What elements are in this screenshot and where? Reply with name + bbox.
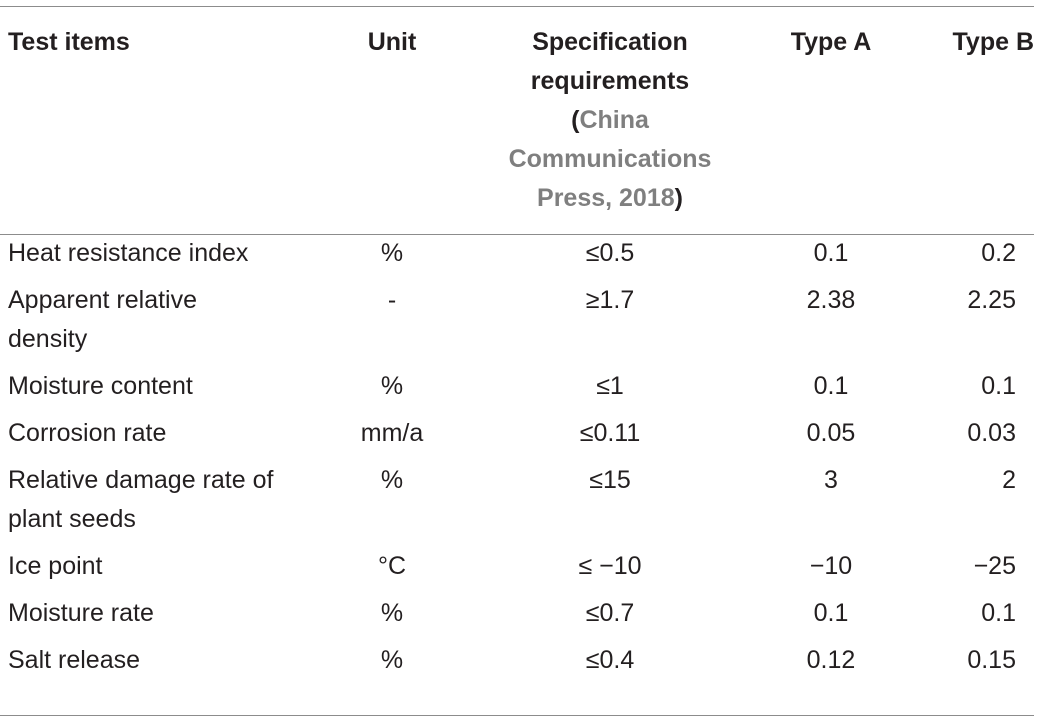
cell-specification: ≤0.5: [585, 239, 635, 267]
cell-test-item: Ice point: [8, 552, 103, 580]
cell-type-b: 0.15: [967, 646, 1016, 674]
cell-unit: %: [380, 239, 404, 267]
cell-type-a: 0.1: [813, 239, 849, 267]
cell-type-a: 0.12: [806, 646, 856, 674]
cell-type-a: 2.38: [806, 286, 856, 314]
header-unit: Unit: [367, 28, 417, 56]
cell-type-b: 0.03: [967, 419, 1016, 447]
table-row: Relative damage rate of plant seeds% ≤15 3 2: [0, 453, 1034, 539]
cell-specification: ≤1: [596, 372, 624, 400]
cell-unit: -: [387, 286, 397, 314]
cell-test-item: Apparent relative density: [8, 286, 198, 353]
cell-type-a: −10: [809, 552, 853, 580]
table-row: Heat resistance index% ≤0.5 0.1 0.2: [0, 218, 1034, 273]
cell-test-item: Moisture rate: [8, 599, 154, 627]
cell-type-a: 3: [824, 466, 838, 494]
table-row: Moisture rate% ≤0.7 0.1 0.1: [0, 586, 1034, 633]
properties-table: Test items Unit Specification requiremen…: [0, 7, 1034, 680]
cell-specification: ≤0.4: [585, 646, 635, 674]
cell-type-a: 0.05: [806, 419, 856, 447]
header-type-a: Type A: [790, 28, 872, 56]
header-spec-line1: Specification: [532, 28, 688, 56]
cell-test-item: Moisture content: [8, 372, 193, 400]
cell-specification: ≤ −10: [578, 552, 642, 580]
header-type-b: Type B: [952, 28, 1035, 56]
top-rule: [0, 6, 1034, 7]
cell-type-b: 2: [1002, 466, 1016, 494]
table-row: Apparent relative density - ≥1.7 2.38 2.25: [0, 273, 1034, 359]
cell-test-item: Relative damage rate of plant seeds: [8, 466, 274, 533]
cell-unit: %: [380, 372, 404, 400]
header-specification: Specification requirements (China Communi…: [460, 7, 760, 218]
header-spec-line2: requirements: [530, 67, 690, 95]
cell-unit: %: [380, 599, 404, 627]
header-test-items: Test items: [8, 28, 130, 56]
cell-unit: %: [380, 646, 404, 674]
bottom-rule: [0, 715, 1034, 716]
cell-type-a: 0.1: [813, 599, 849, 627]
cell-type-b: 2.25: [967, 286, 1016, 314]
citation-link[interactable]: China Communications Press, 2018: [508, 106, 712, 212]
header-row: Test items Unit Specification requiremen…: [0, 7, 1034, 218]
header-rule: [0, 234, 1034, 235]
table-row: Ice point °C ≤ −10 −10 −25: [0, 539, 1034, 586]
cell-specification: ≥1.7: [585, 286, 635, 314]
cell-type-b: −25: [973, 552, 1016, 580]
cell-unit: mm/a: [360, 419, 424, 447]
cell-test-item: Corrosion rate: [8, 419, 167, 447]
table-row: Moisture content% ≤1 0.1 0.1: [0, 359, 1034, 406]
table-row: Salt release% ≤0.4 0.12 0.15: [0, 633, 1034, 680]
cell-unit: °C: [377, 552, 407, 580]
table-body: Heat resistance index% ≤0.5 0.1 0.2 Apparent…: [0, 218, 1034, 680]
cell-type-a: 0.1: [813, 372, 849, 400]
cell-type-b: 0.2: [981, 239, 1016, 267]
header-spec-open: (: [571, 106, 580, 134]
cell-type-b: 0.1: [981, 599, 1016, 627]
cell-specification: ≤15: [589, 466, 631, 494]
header-spec-close: ): [674, 184, 683, 212]
cell-test-item: Salt release: [8, 646, 141, 674]
cell-specification: ≤0.7: [585, 599, 635, 627]
cell-specification: ≤0.11: [579, 419, 641, 447]
cell-type-b: 0.1: [981, 372, 1016, 400]
table-row: Corrosion rate mm/a ≤0.11 0.05 0.03: [0, 406, 1034, 453]
cell-test-item: Heat resistance index: [8, 239, 249, 267]
cell-unit: %: [380, 466, 404, 494]
